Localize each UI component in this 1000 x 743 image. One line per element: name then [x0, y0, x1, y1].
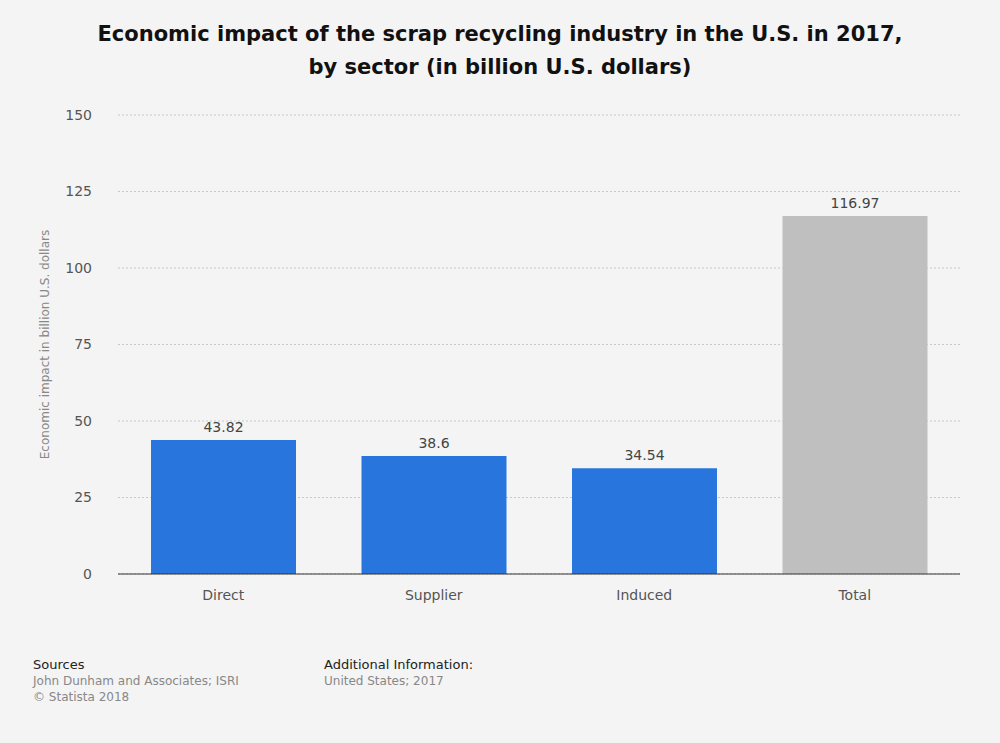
svg-text:25: 25 [74, 489, 92, 505]
svg-text:34.54: 34.54 [624, 447, 664, 463]
html-text:Sources: Sources [33, 657, 85, 672]
svg-text:150: 150 [65, 107, 92, 123]
svg-text:125: 125 [65, 183, 92, 199]
svg-text:116.97: 116.97 [831, 195, 880, 211]
svg-text:100: 100 [65, 260, 92, 276]
html-text:United States; 2017: United States; 2017 [324, 674, 444, 688]
html-text:© Statista 2018: © Statista 2018 [33, 690, 130, 704]
svg-text:Direct: Direct [202, 587, 244, 603]
svg-text:Total: Total [837, 587, 871, 603]
svg-text:38.6: 38.6 [418, 435, 449, 451]
html-text:by sector (in billion U.S. dol: by sector (in billion U.S. dollars) [308, 55, 692, 79]
svg-text:Induced: Induced [616, 587, 672, 603]
svg-text:Economic impact in billion U.S: Economic impact in billion U.S. dollars [38, 230, 52, 460]
html-text:Economic impact of the scrap r: Economic impact of the scrap recycling i… [97, 22, 903, 46]
svg-text:43.82: 43.82 [203, 419, 243, 435]
html-text:Additional Information:: Additional Information: [324, 657, 473, 672]
svg-text:50: 50 [74, 413, 92, 429]
svg-text:0: 0 [83, 566, 92, 582]
svg-text:Supplier: Supplier [405, 587, 463, 603]
html-text:John Dunham and Associates; IS: John Dunham and Associates; ISRI [33, 674, 239, 688]
svg-text:75: 75 [74, 336, 92, 352]
